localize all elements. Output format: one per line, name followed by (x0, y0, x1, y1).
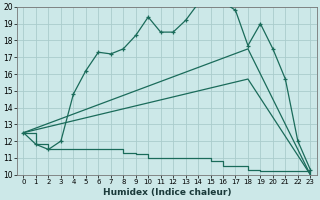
X-axis label: Humidex (Indice chaleur): Humidex (Indice chaleur) (103, 188, 231, 197)
